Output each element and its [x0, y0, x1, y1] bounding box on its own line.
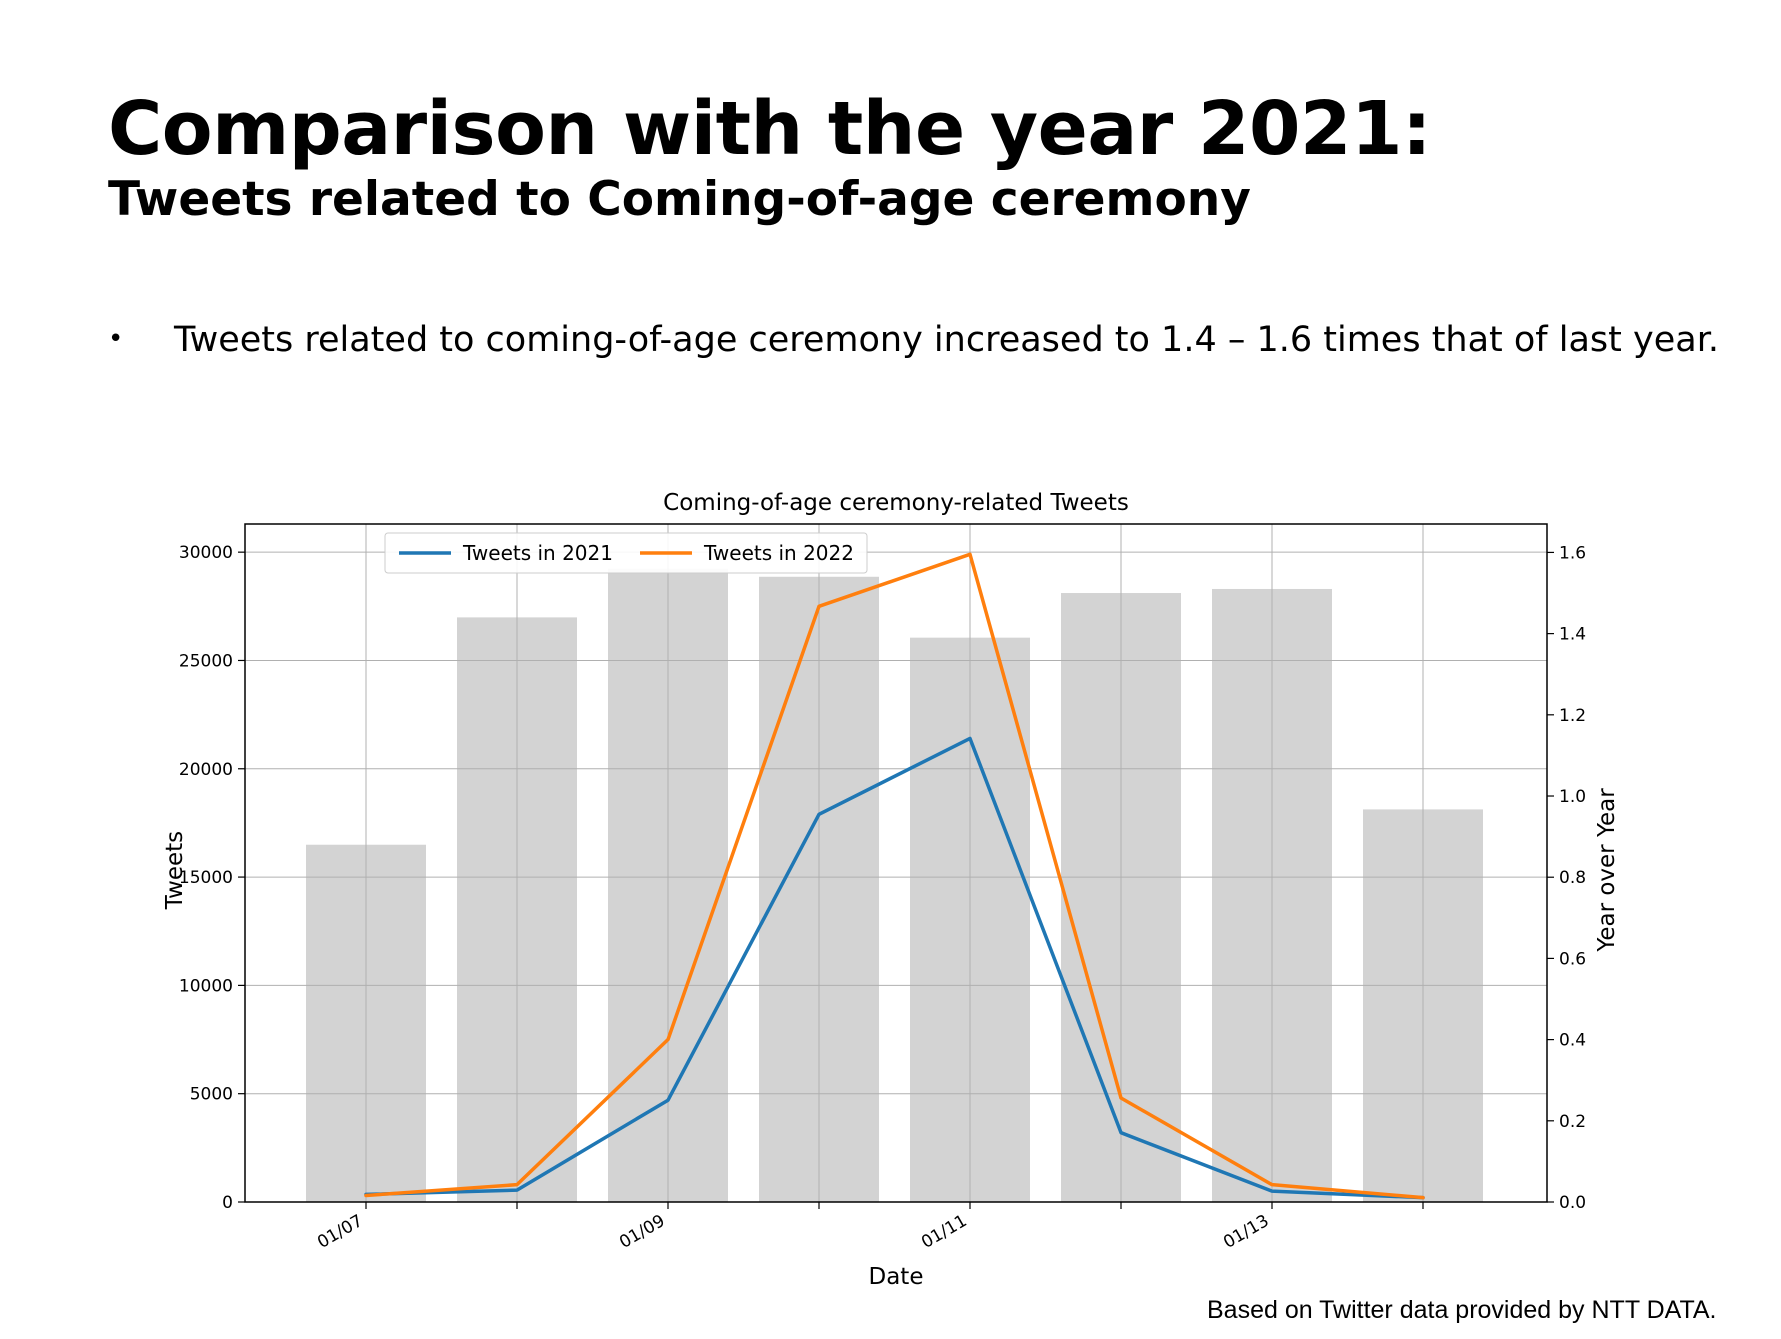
- x-tick-label: 01/07: [314, 1211, 366, 1253]
- y-tick-label: 15000: [179, 868, 233, 888]
- bullet-text: Tweets related to coming-of-age ceremony…: [174, 320, 1720, 360]
- chart-title: Coming-of-age ceremony-related Tweets: [663, 490, 1129, 516]
- legend-label-2022: Tweets in 2022: [703, 541, 854, 565]
- y-tick-label: 10000: [179, 976, 233, 996]
- source-note: Based on Twitter data provided by NTT DA…: [1207, 1296, 1717, 1324]
- legend-label-2021: Tweets in 2021: [462, 541, 613, 565]
- plot-frame: [244, 523, 1548, 1203]
- series-line-2022: [364, 552, 1425, 1200]
- x-tick-label: 01/11: [918, 1211, 970, 1253]
- x-tick-label: 01/13: [1220, 1211, 1272, 1253]
- y-axis-label: Tweets: [162, 831, 188, 910]
- y2-tick-label: 0.0: [1559, 1193, 1586, 1213]
- series-line-2021: [364, 736, 1425, 1200]
- y2-tick-label: 0.2: [1559, 1112, 1586, 1132]
- bullet-point: • Tweets related to coming-of-age ceremon…: [108, 320, 1719, 360]
- y2-tick-label: 1.2: [1559, 706, 1586, 726]
- page-title: Comparison with the year 2021:: [108, 86, 1432, 172]
- y-tick-label: 0: [222, 1193, 233, 1213]
- x-tick-label: 01/09: [616, 1211, 668, 1253]
- y2-tick-label: 0.8: [1559, 868, 1586, 888]
- y2-tick-label: 1.6: [1559, 543, 1586, 563]
- y2-axis-label: Year over Year: [1594, 788, 1620, 953]
- y2-tick-label: 0.4: [1559, 1031, 1586, 1051]
- legend-box: [384, 532, 868, 574]
- y2-tick-label: 0.6: [1559, 949, 1586, 969]
- y2-tick-label: 1.0: [1559, 787, 1586, 807]
- page-subtitle: Tweets related to Coming-of-age ceremony: [108, 172, 1251, 227]
- x-axis-label: Date: [869, 1264, 924, 1290]
- y-tick-label: 20000: [179, 760, 233, 780]
- y-tick-label: 5000: [190, 1085, 233, 1105]
- y2-tick-label: 1.4: [1559, 625, 1586, 645]
- y-tick-label: 25000: [179, 651, 233, 671]
- y-tick-label: 30000: [179, 543, 233, 563]
- bullet-dot-icon: •: [108, 324, 124, 354]
